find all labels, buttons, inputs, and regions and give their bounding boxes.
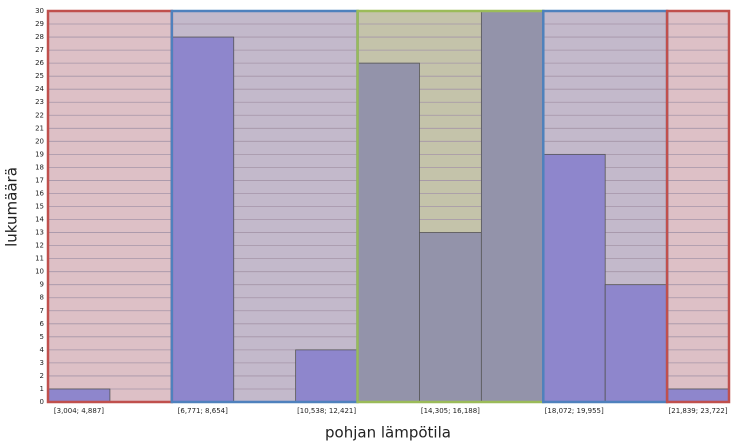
y-tick-label: 2 xyxy=(40,372,44,380)
y-tick-label: 7 xyxy=(40,307,44,315)
y-tick-label: 9 xyxy=(40,281,44,289)
bar xyxy=(480,10,544,403)
y-tick-label: 24 xyxy=(35,85,44,93)
bar xyxy=(604,284,668,403)
y-tick-label: 29 xyxy=(35,20,44,28)
y-tick-label: 12 xyxy=(35,242,44,250)
bar xyxy=(419,232,482,403)
x-tick-label: [3,004; 4,887] xyxy=(54,407,104,415)
bar xyxy=(666,388,730,403)
bar xyxy=(47,388,111,403)
y-tick-label: 13 xyxy=(35,229,44,237)
zone-border xyxy=(665,9,731,404)
bar xyxy=(357,62,420,403)
y-tick-label: 11 xyxy=(35,255,44,263)
y-tick-label: 1 xyxy=(40,385,44,393)
x-tick-label: [6,771; 8,654] xyxy=(178,407,228,415)
x-tick-label: [10,538; 12,421] xyxy=(297,407,356,415)
y-tick-label: 22 xyxy=(35,111,44,119)
y-tick-label: 6 xyxy=(40,320,45,328)
x-tick-label: [21,839; 23,722] xyxy=(669,407,728,415)
y-tick-label: 30 xyxy=(35,7,44,15)
y-tick-label: 0 xyxy=(40,398,44,406)
x-tick-label: [14,305; 16,188] xyxy=(421,407,480,415)
y-tick-label: 19 xyxy=(35,150,44,158)
y-tick-label: 14 xyxy=(35,216,44,224)
y-tick-label: 28 xyxy=(35,33,44,41)
y-tick-label: 5 xyxy=(40,333,44,341)
y-tick-label: 4 xyxy=(40,346,45,354)
y-tick-label: 16 xyxy=(35,189,44,197)
y-axis-title: lukumäärä xyxy=(3,167,21,247)
y-tick-label: 21 xyxy=(35,124,44,132)
bar xyxy=(171,36,235,403)
y-tick-label: 10 xyxy=(35,268,44,276)
x-tick-label: [18,072; 19,955] xyxy=(545,407,604,415)
bar xyxy=(295,349,358,403)
y-tick-label: 3 xyxy=(40,359,44,367)
bar xyxy=(542,153,606,403)
y-tick-label: 8 xyxy=(40,294,44,302)
y-tick-label: 26 xyxy=(35,59,44,67)
y-tick-label: 27 xyxy=(35,46,44,54)
x-axis-title: pohjan lämpötila xyxy=(325,424,451,442)
y-tick-label: 18 xyxy=(35,163,44,171)
y-tick-label: 25 xyxy=(35,72,44,80)
y-tick-label: 20 xyxy=(35,137,44,145)
y-tick-label: 23 xyxy=(35,98,44,106)
y-tick-label: 17 xyxy=(35,176,44,184)
y-tick-label: 15 xyxy=(35,203,44,211)
